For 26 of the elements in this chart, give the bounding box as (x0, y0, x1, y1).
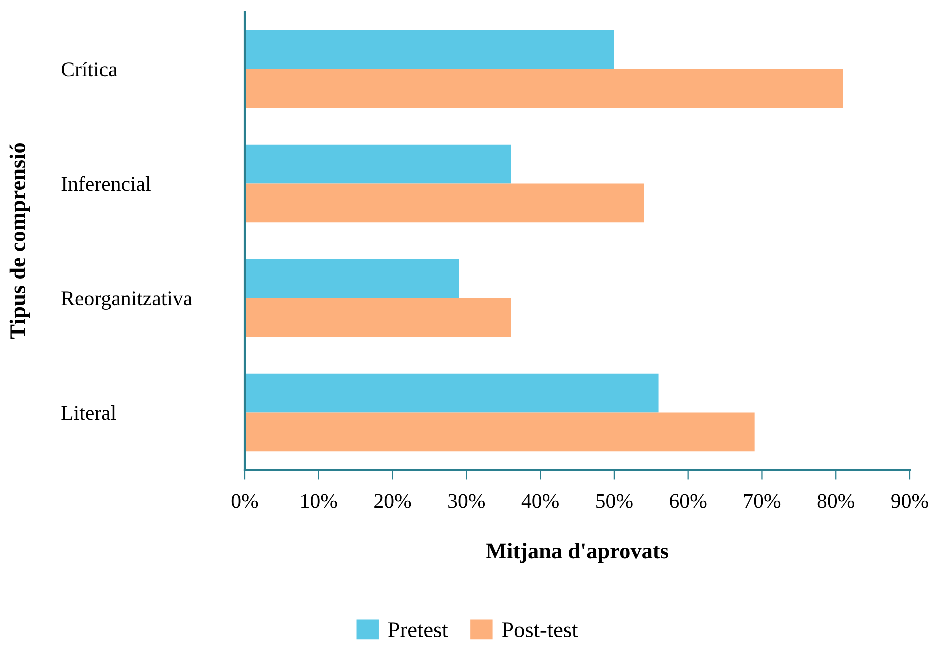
y-tick-label: Crítica (62, 62, 118, 77)
x-tick-label: 80% (818, 494, 854, 508)
x-tick-label: 40% (522, 494, 559, 508)
x-tick-label: 30% (448, 494, 486, 508)
x-tick-label: 10% (302, 494, 338, 508)
bar (245, 184, 644, 223)
legend-label: Post-test (502, 622, 578, 638)
bar (245, 412, 755, 452)
x-tick-label: 50% (596, 494, 633, 508)
y-tick-label: Reorganitzativa (62, 292, 192, 310)
bar (245, 30, 614, 70)
bar (245, 144, 511, 184)
bar (245, 298, 511, 338)
y-tick-label: Literal (62, 406, 116, 420)
y-tick-label: Inferencial (62, 176, 151, 192)
legend-label: Pretest (388, 622, 448, 638)
bar (245, 69, 844, 108)
x-tick-label: 60% (670, 494, 707, 508)
bar (245, 374, 659, 413)
bar (245, 259, 460, 298)
x-tick-label: 20% (374, 494, 412, 508)
x-tick-label: 70% (744, 494, 781, 508)
x-tick-label: 90% (892, 494, 928, 508)
x-axis-title: Mitjana d'aprovats (486, 543, 668, 564)
x-tick-label: 0% (232, 494, 258, 508)
y-axis-title: Tipus de comprensió (10, 143, 30, 340)
